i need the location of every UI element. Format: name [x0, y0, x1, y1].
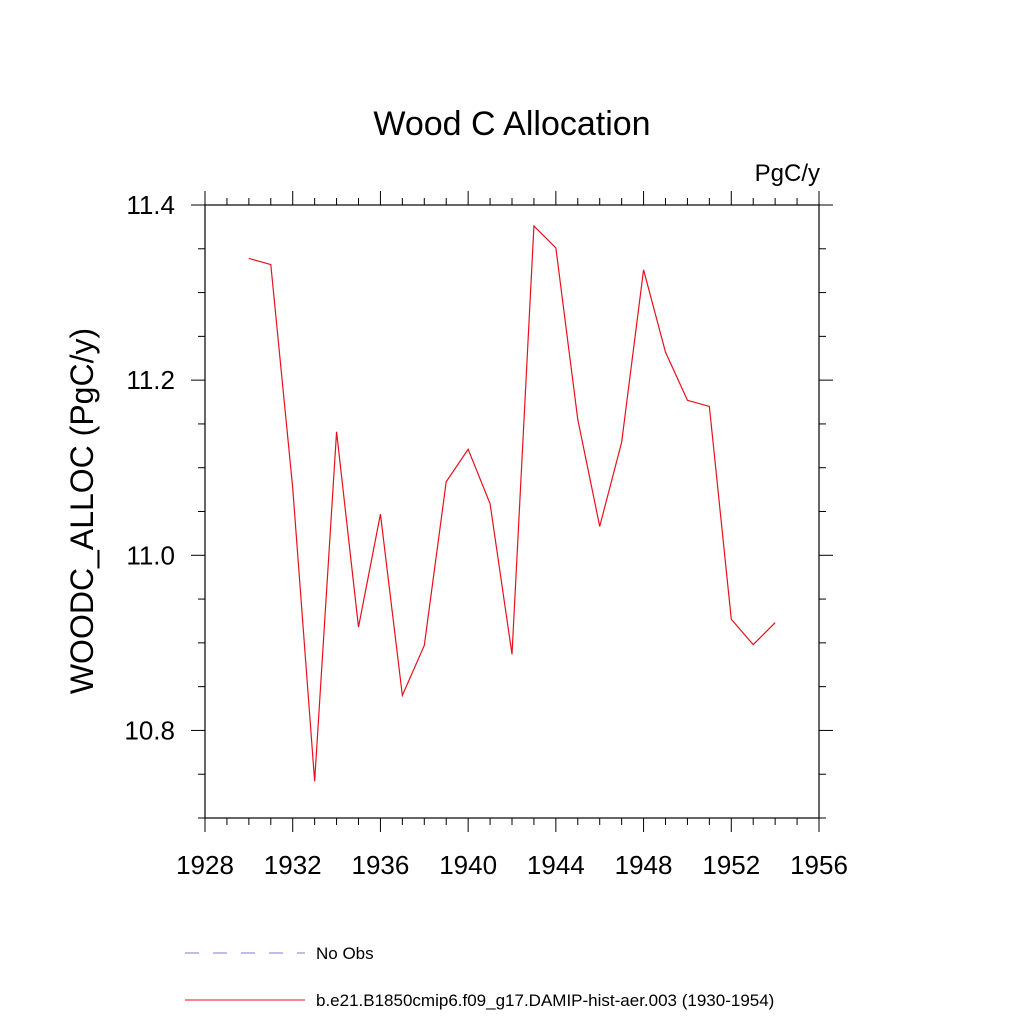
y-tick-label: 11.0	[126, 540, 175, 570]
x-tick-label: 1936	[352, 850, 410, 880]
x-tick-label: 1940	[439, 850, 497, 880]
y-tick-label: 10.8	[124, 715, 175, 745]
y-axis-label: WOODC_ALLOC (PgC/y)	[64, 328, 100, 694]
x-axis: 1928 1932 1936 1940 1944 1948 1952 1956	[176, 191, 848, 880]
x-tick-label: 1928	[176, 850, 234, 880]
y-axis: 10.8 11.0 11.2 11.4	[124, 190, 833, 819]
units-label: PgC/y	[755, 160, 820, 187]
x-tick-label: 1944	[527, 850, 585, 880]
series-layer	[248, 224, 776, 782]
legend: No Obs b.e21.B1850cmip6.f09_g17.DAMIP-hi…	[185, 944, 774, 1010]
y-tick-label: 11.4	[126, 190, 175, 220]
chart-title: Wood C Allocation	[373, 105, 650, 143]
x-tick-label: 1932	[264, 850, 322, 880]
legend-label-no-obs: No Obs	[316, 944, 374, 963]
y-tick-label: 11.2	[126, 365, 175, 395]
x-tick-label: 1956	[790, 850, 848, 880]
plot-frame	[204, 204, 820, 819]
legend-label-model: b.e21.B1850cmip6.f09_g17.DAMIP-hist-aer.…	[316, 991, 774, 1010]
x-tick-label: 1948	[615, 850, 673, 880]
x-tick-label: 1952	[702, 850, 760, 880]
series-line	[248, 224, 776, 782]
